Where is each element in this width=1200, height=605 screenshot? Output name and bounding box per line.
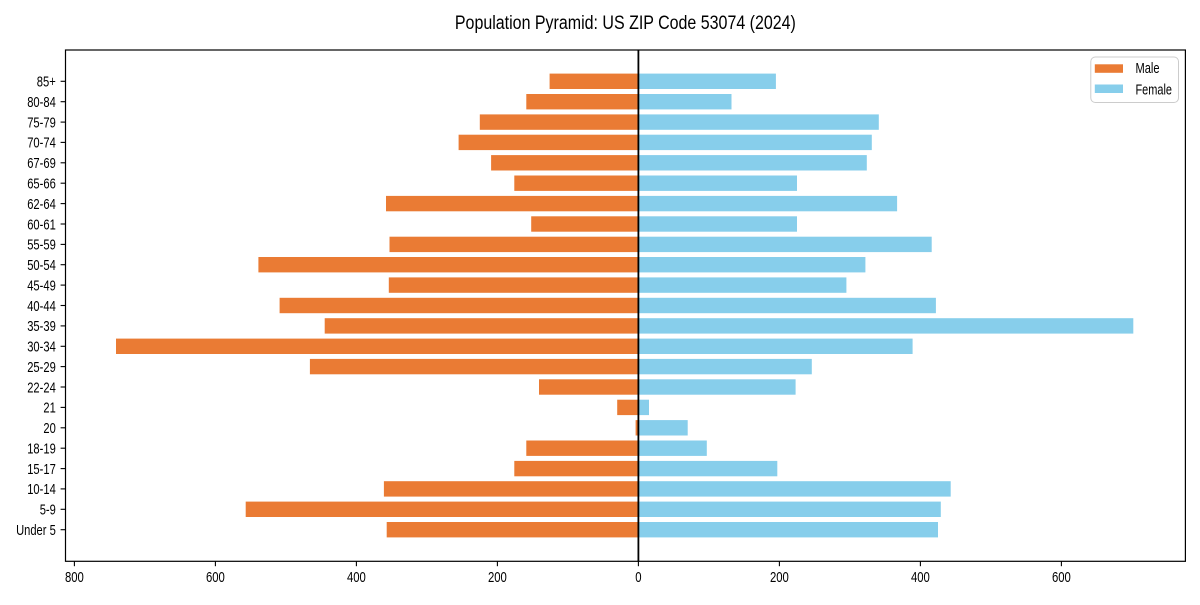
svg-text:55-59: 55-59 [27,238,56,254]
svg-text:20: 20 [43,421,55,437]
svg-text:10-14: 10-14 [27,482,56,498]
svg-text:400: 400 [911,569,930,586]
svg-text:62-64: 62-64 [27,197,56,213]
svg-text:25-29: 25-29 [27,360,56,376]
svg-text:50-54: 50-54 [27,258,56,274]
svg-text:18-19: 18-19 [27,442,56,458]
svg-text:Population Pyramid: US ZIP Cod: Population Pyramid: US ZIP Code 53074 (2… [455,12,796,34]
svg-text:Under 5: Under 5 [16,523,56,539]
svg-text:30-34: 30-34 [27,340,56,356]
svg-text:80-84: 80-84 [27,95,56,111]
svg-text:800: 800 [65,569,84,586]
svg-text:67-69: 67-69 [27,156,56,172]
svg-text:85+: 85+ [37,75,56,91]
svg-text:35-39: 35-39 [27,319,56,335]
svg-text:400: 400 [347,569,366,586]
svg-text:600: 600 [1052,569,1071,586]
svg-text:45-49: 45-49 [27,278,56,294]
svg-text:200: 200 [770,569,789,586]
svg-text:200: 200 [488,569,507,586]
svg-text:0: 0 [635,569,641,586]
svg-text:60-61: 60-61 [27,217,56,233]
svg-text:21: 21 [43,401,55,417]
svg-text:22-24: 22-24 [27,380,56,396]
svg-text:5-9: 5-9 [40,503,56,519]
svg-text:75-79: 75-79 [27,115,56,131]
svg-text:40-44: 40-44 [27,299,56,315]
svg-text:600: 600 [206,569,225,586]
svg-text:Male: Male [1136,60,1160,77]
svg-text:15-17: 15-17 [27,462,56,478]
svg-text:70-74: 70-74 [27,136,56,152]
svg-text:65-66: 65-66 [27,177,56,193]
svg-text:Female: Female [1136,81,1173,98]
